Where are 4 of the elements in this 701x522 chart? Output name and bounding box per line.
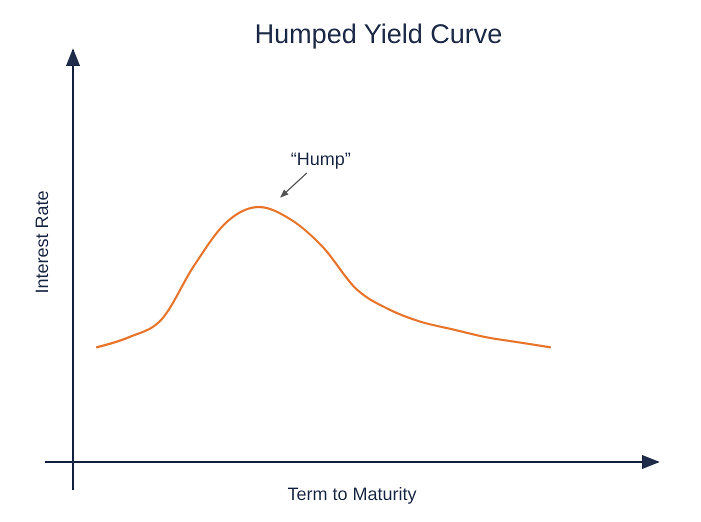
text: “Hump” <box>290 149 351 169</box>
chart-title: Humped Yield Curve <box>254 19 502 49</box>
x-axis-title: Term to Maturity <box>287 484 417 504</box>
y-axis-title: Interest Rate <box>32 190 52 294</box>
